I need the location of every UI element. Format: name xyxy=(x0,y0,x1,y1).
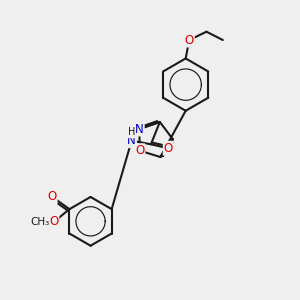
Text: N: N xyxy=(135,122,144,136)
Text: O: O xyxy=(49,215,58,228)
Text: O: O xyxy=(135,144,144,157)
Text: O: O xyxy=(47,190,57,203)
Text: CH₃: CH₃ xyxy=(30,217,49,227)
Text: N: N xyxy=(127,134,136,147)
Text: O: O xyxy=(164,142,173,155)
Text: H: H xyxy=(128,128,135,137)
Text: O: O xyxy=(184,34,194,46)
